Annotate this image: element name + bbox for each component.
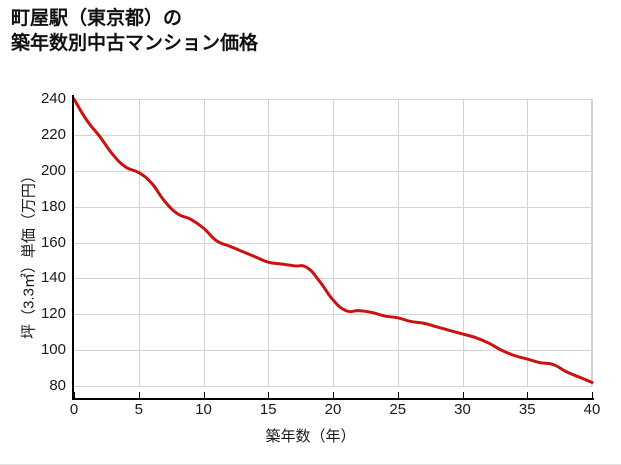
gridline-x-30 (463, 99, 464, 386)
x-tick-mark-15 (268, 392, 270, 399)
y-tick-label-240: 240 (40, 90, 66, 107)
page-title: 町屋駅（東京都）の 築年数別中古マンション価格 (11, 8, 259, 54)
x-tick-mark-10 (203, 392, 205, 399)
gridline-x-40 (592, 99, 593, 386)
x-tick-label-40: 40 (583, 401, 601, 418)
y-tick-label-220: 220 (40, 125, 66, 143)
y-tick-label-80: 80 (49, 377, 66, 394)
x-tick-mark-40 (592, 392, 593, 399)
y-tick-label-100: 100 (40, 341, 66, 359)
gridline-x-20 (333, 99, 334, 386)
y-tick-label-120: 120 (40, 305, 66, 323)
gridline-x-35 (527, 99, 528, 386)
x-axis-title: 築年数（年） (265, 428, 356, 445)
x-tick-mark-5 (138, 392, 140, 399)
x-tick-mark-30 (462, 392, 464, 399)
y-tick-label-160: 160 (40, 233, 66, 251)
gridline-x-15 (268, 99, 269, 386)
x-tick-label-5: 5 (134, 401, 143, 418)
x-tick-mark-0 (74, 392, 75, 399)
x-tick-label-25: 25 (389, 401, 407, 418)
y-axis-title: 坪（3.3㎡）単価（万円） (20, 168, 38, 339)
y-tick-label-200: 200 (40, 161, 66, 179)
x-axis-line (72, 398, 594, 400)
x-tick-label-30: 30 (454, 401, 471, 418)
gridline-y-80 (74, 386, 592, 387)
x-tick-mark-25 (397, 392, 399, 399)
x-tick-label-35: 35 (518, 401, 536, 418)
x-tick-mark-35 (527, 392, 529, 399)
gridline-x-10 (204, 99, 205, 386)
series-path (72, 97, 594, 384)
x-tick-label-15: 15 (259, 401, 277, 418)
y-tick-label-180: 180 (40, 197, 66, 215)
gridline-x-5 (139, 99, 140, 386)
x-tick-label-0: 0 (69, 401, 79, 418)
y-axis-line (72, 95, 74, 400)
plot-right-border (591, 99, 592, 386)
x-tick-label-20: 20 (324, 401, 342, 418)
x-tick-label-10: 10 (195, 401, 212, 418)
x-tick-mark-20 (333, 392, 334, 399)
plot-area (72, 97, 594, 387)
series-line-tsubo-unit-price (72, 97, 594, 384)
y-tick-label-140: 140 (40, 269, 66, 287)
gridline-x-25 (398, 99, 399, 386)
